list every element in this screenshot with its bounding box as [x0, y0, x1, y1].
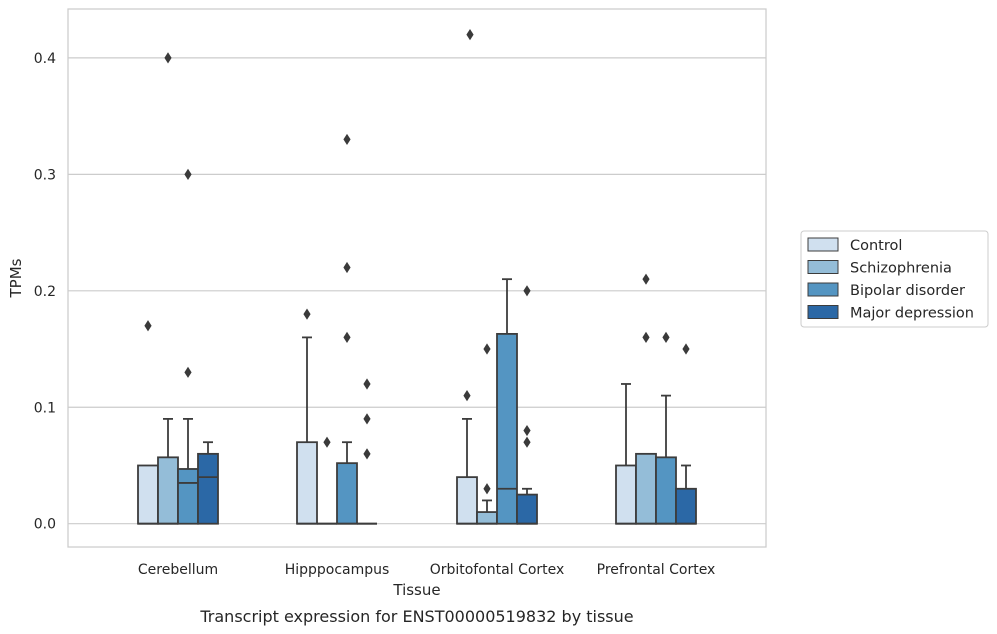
outlier-point	[323, 436, 331, 448]
iqr-box	[157, 456, 179, 525]
outlier-point	[642, 273, 650, 285]
outlier-point	[523, 285, 531, 297]
x-tick-label: Orbitofontal Cortex	[430, 562, 565, 578]
x-tick-label: Hipppocampus	[285, 562, 390, 578]
iqr-box	[197, 452, 219, 525]
outlier-point	[363, 378, 371, 390]
outlier-point	[144, 320, 152, 332]
outlier-point	[682, 343, 690, 355]
outlier-point	[363, 448, 371, 460]
legend-swatch	[807, 260, 839, 274]
outlier-point	[483, 343, 491, 355]
outlier-point	[184, 168, 192, 180]
x-tick-label: Cerebellum	[138, 562, 218, 578]
iqr-box	[635, 452, 657, 525]
y-tick-label: 0.1	[34, 400, 56, 416]
box-bipolar-disorder	[655, 394, 677, 525]
chart-caption: Transcript expression for ENST0000051983…	[199, 607, 633, 626]
x-tick-labels: Cerebellum Hipppocampus Orbitofontal Corte…	[138, 562, 715, 578]
iqr-box	[675, 487, 697, 525]
legend-label: Schizophrenia	[850, 261, 952, 277]
iqr-box	[476, 511, 498, 525]
iqr-box	[177, 468, 199, 525]
outlier-point	[662, 331, 670, 343]
y-tick-label: 0.2	[34, 284, 56, 300]
box-schizophrenia	[635, 452, 657, 525]
box-schizophrenia	[476, 499, 498, 525]
iqr-box	[496, 332, 518, 525]
box-control	[137, 464, 159, 525]
outlier-point	[343, 133, 351, 146]
legend-frame	[800, 230, 989, 328]
legend-label: Major depression	[850, 306, 974, 322]
outlier-point	[343, 261, 351, 274]
box-bipolar-disorder	[496, 278, 518, 525]
legend-swatch	[807, 282, 839, 297]
y-tick-labels: 0.0 0.1 0.2 0.3 0.4	[34, 51, 56, 533]
outlier-point	[642, 331, 650, 343]
iqr-box	[655, 456, 677, 525]
outlier-point	[523, 436, 531, 448]
y-tick-label: 0.3	[34, 167, 56, 183]
box-control	[296, 336, 318, 525]
box-major-depression	[197, 441, 219, 525]
outlier-point	[343, 331, 351, 343]
y-tick-label: 0.4	[34, 51, 56, 67]
gridlines	[68, 57, 766, 525]
iqr-box	[456, 476, 478, 525]
box-bipolar-disorder	[177, 418, 199, 525]
legend-swatch	[807, 305, 839, 319]
outlier-point	[463, 390, 471, 402]
outlier-point	[164, 52, 172, 64]
iqr-box	[516, 493, 538, 525]
outliers-layer	[144, 29, 690, 495]
box-schizophrenia	[157, 418, 179, 525]
outlier-point	[466, 29, 474, 41]
x-tick-label: Prefrontal Cortex	[597, 562, 716, 578]
box-bipolar-disorder	[336, 441, 358, 525]
iqr-box	[615, 464, 637, 525]
outlier-point	[523, 424, 531, 437]
y-tick-label: 0.0	[34, 517, 56, 533]
box-control	[456, 418, 478, 525]
box-major-depression	[516, 487, 538, 525]
plot-frame	[67, 8, 767, 548]
box-control	[615, 383, 637, 525]
boxes-layer	[137, 278, 697, 525]
outlier-point	[184, 366, 192, 378]
legend-swatch	[807, 237, 839, 252]
legend-label: Control	[850, 238, 902, 254]
outlier-point	[363, 413, 371, 425]
iqr-box	[137, 464, 159, 525]
outlier-point	[303, 308, 311, 320]
box-major-depression	[675, 464, 697, 525]
y-axis-title: TPMs	[7, 258, 25, 298]
outlier-point	[483, 483, 491, 495]
legend: Control Schizophrenia Bipolar disorder Majo…	[800, 230, 989, 328]
legend-label: Bipolar disorder	[850, 283, 965, 299]
iqr-box	[296, 441, 318, 525]
x-axis-title: Tissue	[392, 581, 440, 599]
iqr-box	[336, 462, 358, 525]
